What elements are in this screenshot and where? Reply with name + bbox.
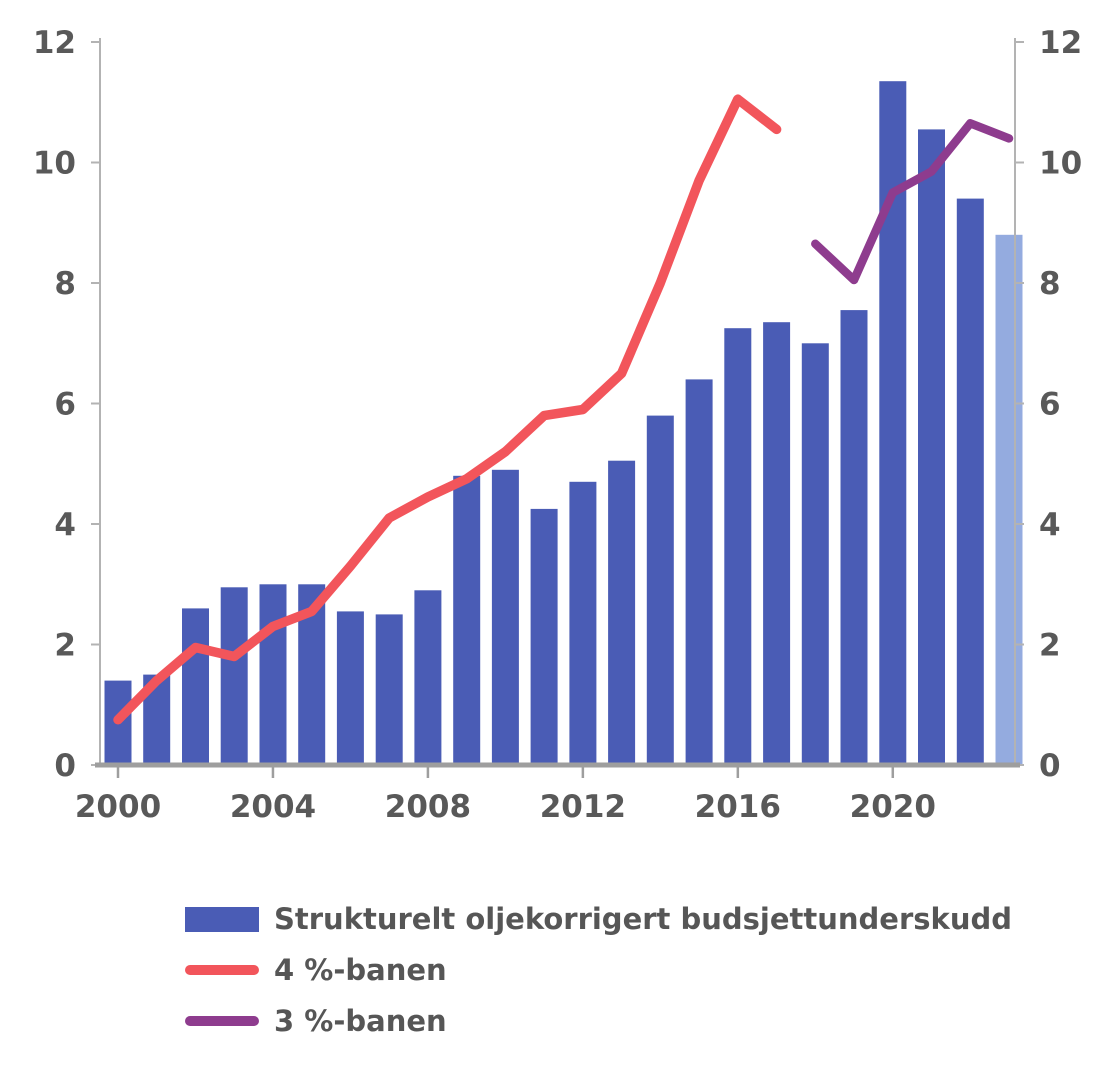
x-tick-label: 2016 bbox=[695, 789, 781, 825]
budget-deficit-chart: 0 0 2 2 4 4 6 6 8 8 10 10 12 12 2000 2004 2008 2012 2016 20… bbox=[33, 25, 1082, 825]
legend-label-3pct: 3 %-banen bbox=[274, 1004, 447, 1038]
x-tick-label: 2008 bbox=[385, 789, 471, 825]
x-tick-label: 2020 bbox=[850, 789, 936, 825]
bar bbox=[491, 469, 519, 765]
legend-item-4pct: 4 %-banen bbox=[185, 953, 1120, 987]
legend-label-4pct: 4 %-banen bbox=[274, 953, 447, 987]
legend-item-bars: Strukturelt oljekorrigert budsjettunders… bbox=[185, 902, 1120, 936]
bar bbox=[336, 611, 364, 765]
bar bbox=[840, 310, 868, 765]
line-4pct-swatch bbox=[185, 965, 259, 975]
x-tick-label: 2000 bbox=[75, 789, 161, 825]
bar bbox=[569, 481, 597, 765]
right-tick-label: 2 bbox=[1039, 628, 1061, 664]
left-tick-label: 4 bbox=[54, 507, 76, 543]
left-tick-label: 12 bbox=[33, 25, 76, 61]
bar bbox=[995, 234, 1023, 766]
bar bbox=[375, 614, 403, 765]
left-tick-label: 10 bbox=[33, 146, 76, 182]
chart-container: 0 0 2 2 4 4 6 6 8 8 10 10 12 12 2000 2004 2008 2012 2016 20… bbox=[33, 25, 1082, 825]
bar bbox=[763, 322, 791, 765]
x-tick-label: 2004 bbox=[230, 789, 316, 825]
bar bbox=[182, 608, 209, 765]
x-tick-label: 2012 bbox=[540, 789, 626, 825]
legend-item-3pct: 3 %-banen bbox=[185, 1004, 1120, 1038]
left-tick-label: 8 bbox=[54, 266, 76, 302]
bar bbox=[608, 460, 636, 765]
bar bbox=[453, 475, 481, 765]
left-tick-label: 6 bbox=[54, 387, 76, 423]
legend-label-bars: Strukturelt oljekorrigert budsjettunders… bbox=[274, 902, 1012, 936]
bar-series-swatch bbox=[185, 906, 259, 932]
left-tick-label: 0 bbox=[54, 748, 76, 784]
bar bbox=[918, 129, 945, 765]
right-tick-label: 4 bbox=[1039, 507, 1061, 543]
bar bbox=[685, 379, 713, 765]
right-tick-label: 0 bbox=[1039, 748, 1061, 784]
bar bbox=[646, 415, 674, 765]
bar bbox=[259, 584, 287, 766]
bar bbox=[220, 587, 248, 765]
line-series bbox=[811, 119, 1014, 285]
bar bbox=[724, 328, 752, 765]
bar bbox=[801, 343, 829, 766]
right-tick-label: 12 bbox=[1039, 25, 1082, 61]
right-tick-label: 6 bbox=[1039, 387, 1061, 423]
line-3pct-swatch bbox=[185, 1016, 259, 1026]
right-tick-label: 8 bbox=[1039, 266, 1061, 302]
bar bbox=[414, 590, 442, 765]
line-series bbox=[113, 94, 782, 725]
left-tick-label: 2 bbox=[54, 628, 76, 664]
bar bbox=[956, 198, 984, 766]
legend: Strukturelt oljekorrigert budsjettunders… bbox=[185, 902, 1120, 1038]
bar bbox=[530, 508, 558, 765]
right-tick-label: 10 bbox=[1039, 146, 1082, 182]
